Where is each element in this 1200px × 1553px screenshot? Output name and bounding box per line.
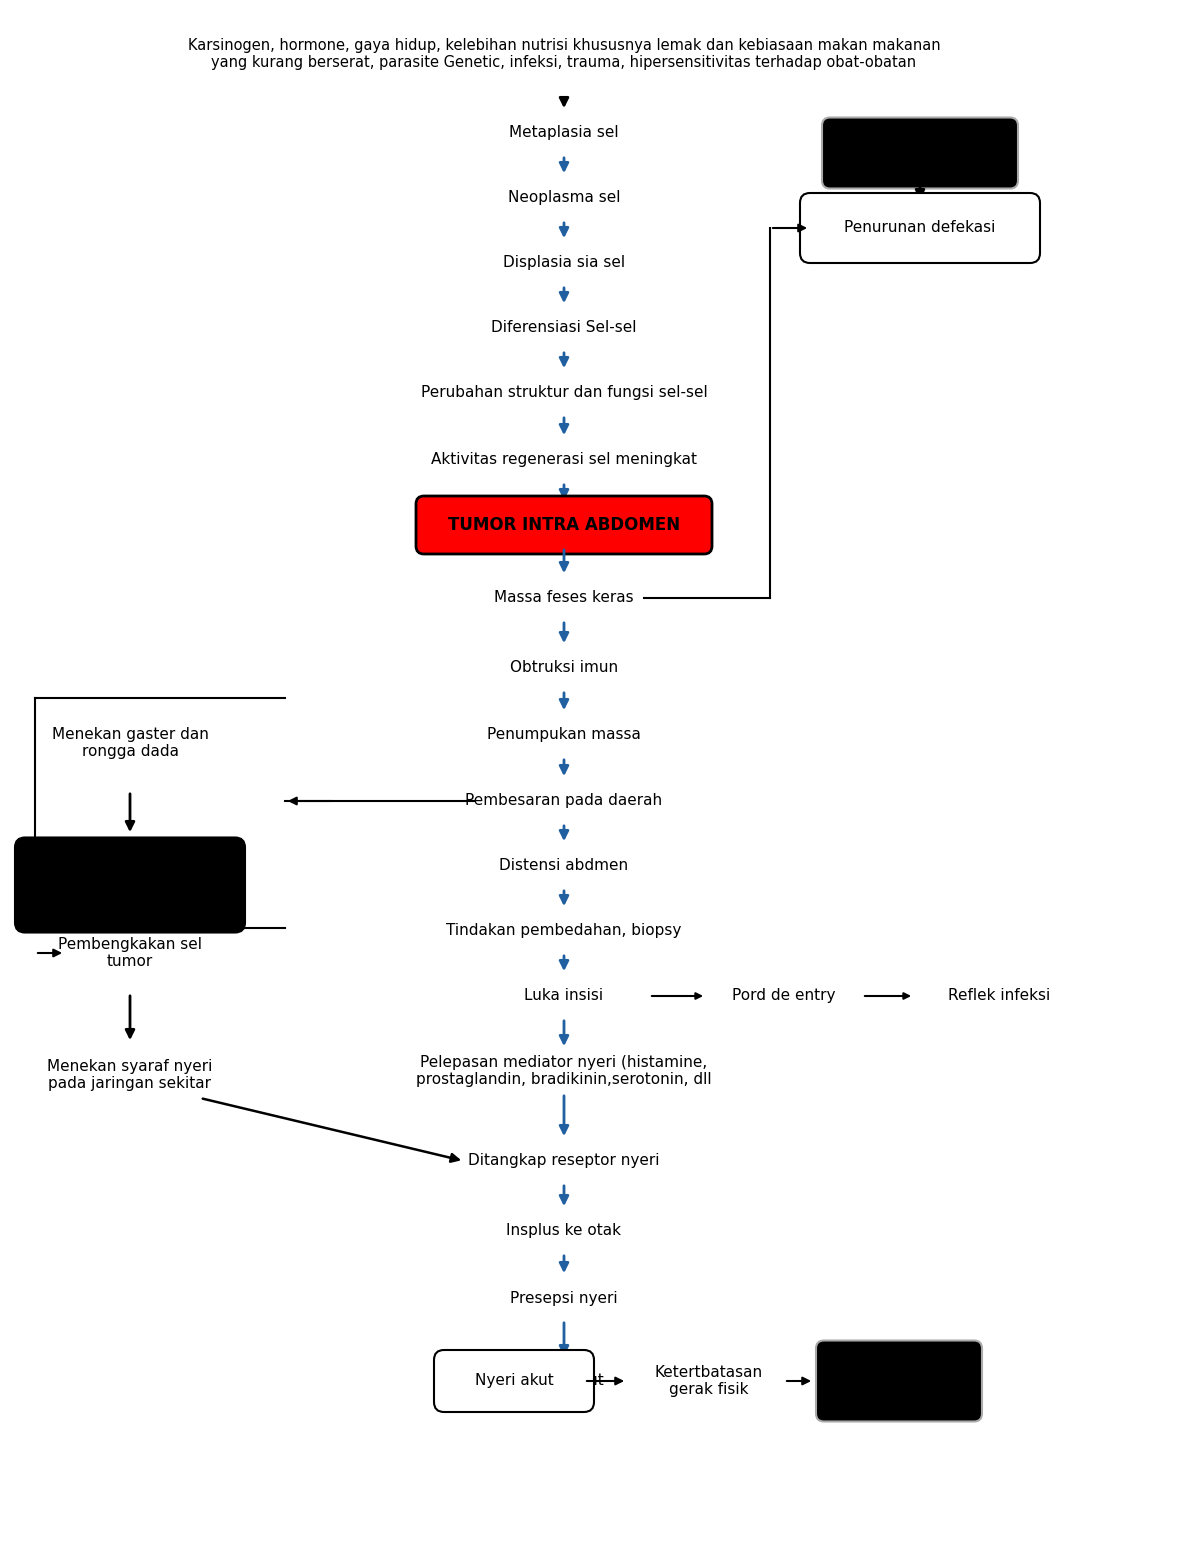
FancyBboxPatch shape	[434, 1350, 594, 1412]
Text: Massa feses keras: Massa feses keras	[494, 590, 634, 606]
FancyBboxPatch shape	[800, 193, 1040, 262]
Text: Nyeri akut: Nyeri akut	[524, 1373, 604, 1388]
Text: Pord de entry: Pord de entry	[732, 989, 835, 1003]
Text: Luka insisi: Luka insisi	[524, 989, 604, 1003]
FancyBboxPatch shape	[822, 118, 1018, 188]
Text: Pembesaran pada daerah: Pembesaran pada daerah	[466, 794, 662, 809]
Text: Penumpukan massa: Penumpukan massa	[487, 727, 641, 742]
Text: Aktivitas regenerasi sel meningkat: Aktivitas regenerasi sel meningkat	[431, 452, 697, 467]
Text: Pembengkakan sel
tumor: Pembengkakan sel tumor	[58, 936, 202, 969]
Text: Ditangkap reseptor nyeri: Ditangkap reseptor nyeri	[468, 1154, 660, 1168]
Text: Obtruksi imun: Obtruksi imun	[510, 660, 618, 676]
Text: Neoplasma sel: Neoplasma sel	[508, 191, 620, 205]
Text: Distensi abdmen: Distensi abdmen	[499, 859, 629, 873]
Text: Displasia sia sel: Displasia sia sel	[503, 256, 625, 270]
Text: Menekan gaster dan
rongga dada: Menekan gaster dan rongga dada	[52, 727, 209, 759]
Text: Menekan syaraf nyeri
pada jaringan sekitar: Menekan syaraf nyeri pada jaringan sekit…	[47, 1059, 212, 1092]
Text: Karsinogen, hormone, gaya hidup, kelebihan nutrisi khususnya lemak dan kebiasaan: Karsinogen, hormone, gaya hidup, kelebih…	[187, 37, 941, 70]
Text: Nyeri akut: Nyeri akut	[475, 1373, 553, 1388]
Text: Penurunan defekasi: Penurunan defekasi	[845, 221, 996, 236]
Text: Perubahan struktur dan fungsi sel-sel: Perubahan struktur dan fungsi sel-sel	[421, 385, 707, 401]
FancyBboxPatch shape	[416, 495, 712, 554]
Text: Tindakan pembedahan, biopsy: Tindakan pembedahan, biopsy	[446, 924, 682, 938]
Text: Reflek infeksi: Reflek infeksi	[948, 989, 1050, 1003]
Text: TUMOR INTRA ABDOMEN: TUMOR INTRA ABDOMEN	[448, 516, 680, 534]
Text: Presepsi nyeri: Presepsi nyeri	[510, 1291, 618, 1306]
Text: Metaplasia sel: Metaplasia sel	[509, 126, 619, 140]
FancyBboxPatch shape	[14, 837, 245, 932]
FancyBboxPatch shape	[816, 1340, 982, 1421]
Text: Insplus ke otak: Insplus ke otak	[506, 1224, 622, 1238]
Text: Pelepasan mediator nyeri (histamine,
prostaglandin, bradikinin,serotonin, dll: Pelepasan mediator nyeri (histamine, pro…	[416, 1054, 712, 1087]
Text: Diferensiasi Sel-sel: Diferensiasi Sel-sel	[491, 320, 637, 335]
Text: Ketertbatasan
gerak fisik: Ketertbatasan gerak fisik	[655, 1365, 763, 1398]
